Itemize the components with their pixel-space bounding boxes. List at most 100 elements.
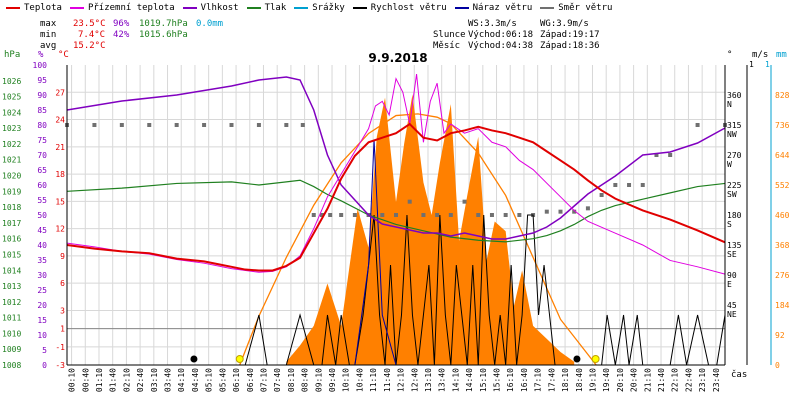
legend-swatch: [454, 6, 469, 9]
x-tick-label: 07:40: [273, 368, 282, 392]
pressure-tick-label: 1019: [2, 187, 21, 196]
solar-tick-label: 644: [775, 151, 790, 160]
x-tick-label: 16:10: [506, 368, 515, 392]
pressure-tick-label: 1022: [2, 140, 21, 149]
direction-compass-label: SW: [727, 190, 737, 199]
wind-wg: WG:3.9m/s: [540, 19, 589, 29]
humidity-tick-label: 10: [37, 331, 47, 340]
x-tick-label: 08:40: [301, 368, 310, 392]
humidity-tick-label: 55: [37, 196, 47, 205]
moonset-marker: [573, 355, 581, 363]
wind-direction-point: [668, 153, 673, 157]
moonrise-marker: [190, 355, 198, 363]
temp-tick-label: 21: [55, 143, 65, 152]
x-tick-label: 04:10: [177, 368, 186, 392]
solar-tick-label: 92: [775, 331, 785, 340]
solar-tick-label: 184: [775, 301, 790, 310]
x-tick-label: 09:10: [314, 368, 323, 392]
direction-degree-label: 360: [727, 91, 742, 100]
temp-tick-label: 12: [55, 225, 65, 234]
humidity-tick-label: 65: [37, 166, 47, 175]
humidity-unit: %: [38, 50, 44, 60]
pressure-tick-label: 1023: [2, 124, 21, 133]
stat-min-temp: 7.4°C: [78, 30, 105, 40]
wind-direction-point: [627, 183, 632, 187]
x-tick-label: 22:10: [671, 368, 680, 392]
direction-compass-label: N: [727, 100, 732, 109]
wind-ws: WS:3.3m/s: [468, 19, 517, 29]
direction-compass-label: E: [727, 280, 732, 289]
wind-direction-point: [448, 213, 453, 217]
humidity-tick-label: 20: [37, 301, 47, 310]
direction-degree-label: 225: [727, 181, 742, 190]
legend-label: Vlhkost: [200, 3, 239, 13]
pressure-tick-label: 1026: [2, 77, 21, 86]
temp-tick-label: 9: [60, 252, 65, 261]
wind-direction-point: [476, 213, 481, 217]
direction-compass-label: NW: [727, 130, 737, 139]
stat-min-label: min: [40, 30, 56, 40]
sun-rise: Východ:06:18: [468, 30, 533, 40]
stat-max-press: 1019.7hPa: [139, 19, 188, 29]
x-tick-label: 06:40: [246, 368, 255, 392]
legend-item: Rychlost větru: [352, 3, 447, 13]
wind-direction-point: [380, 213, 385, 217]
pressure-unit: hPa: [4, 50, 20, 60]
x-tick-label: 17:40: [547, 368, 556, 392]
wind-direction-point: [311, 213, 316, 217]
sun-label: Slunce: [433, 30, 466, 40]
x-tick-label: 08:10: [287, 368, 296, 392]
temp-tick-label: 3: [60, 306, 65, 315]
x-tick-label: 23:40: [712, 368, 721, 392]
pressure-tick-label: 1014: [2, 266, 21, 275]
x-tick-label: 20:40: [630, 368, 639, 392]
solar-tick-label: 460: [775, 211, 790, 220]
legend-item: Náraz větru: [454, 3, 532, 13]
sun-moon-markers: [190, 355, 600, 363]
stat-max-hum: 96%: [113, 19, 130, 29]
x-tick-label: 21:40: [657, 368, 666, 392]
x-tick-label: 16:40: [520, 368, 529, 392]
wind-direction-point: [640, 183, 645, 187]
x-tick-label: 18:40: [575, 368, 584, 392]
humidity-tick-label: 30: [37, 271, 47, 280]
wind-direction-point: [599, 193, 604, 197]
wind-speed-line: [67, 214, 726, 366]
x-tick-label: 17:10: [534, 368, 543, 392]
legend-swatch: [246, 6, 261, 9]
wind-direction-point: [421, 213, 426, 217]
temp-tick-label: 24: [55, 116, 65, 125]
x-tick-label: 04:40: [191, 368, 200, 392]
x-tick-label: 13:10: [424, 368, 433, 392]
pressure-tick-label: 1016: [2, 235, 21, 244]
legend-item: Tlak: [246, 3, 286, 13]
wind-direction-point: [229, 123, 234, 127]
x-tick-label: 10:10: [342, 368, 351, 392]
pressure-tick-label: 1024: [2, 108, 21, 117]
x-tick-label: 07:10: [259, 368, 268, 392]
legend-swatch: [294, 6, 309, 9]
direction-compass-label: NE: [727, 310, 737, 319]
legend-item: Teplota: [6, 3, 62, 13]
x-tick-label: 05:10: [205, 368, 214, 392]
solar-tick-label: 828: [775, 91, 790, 100]
rain-tick-label: 1: [765, 60, 770, 69]
legend-item: Vlhkost: [182, 3, 239, 13]
wind-direction-point: [435, 213, 440, 217]
legend-swatch: [352, 6, 367, 9]
x-tick-label: 14:10: [451, 368, 460, 392]
sunrise-marker: [235, 355, 244, 363]
solar-max-curve: [239, 113, 597, 366]
legend-label: Přízemní teplota: [87, 3, 175, 13]
wind-direction-point: [328, 213, 333, 217]
wind-direction-point: [174, 123, 179, 127]
x-tick-label: 11:40: [383, 368, 392, 392]
pressure-tick-label: 1021: [2, 156, 21, 165]
moon-set: Západ:18:36: [540, 41, 600, 51]
wind-direction-point: [544, 209, 549, 214]
solar-radiation-area: [286, 94, 575, 365]
legend-item: Přízemní teplota: [69, 3, 175, 13]
humidity-tick-label: 75: [37, 136, 47, 145]
